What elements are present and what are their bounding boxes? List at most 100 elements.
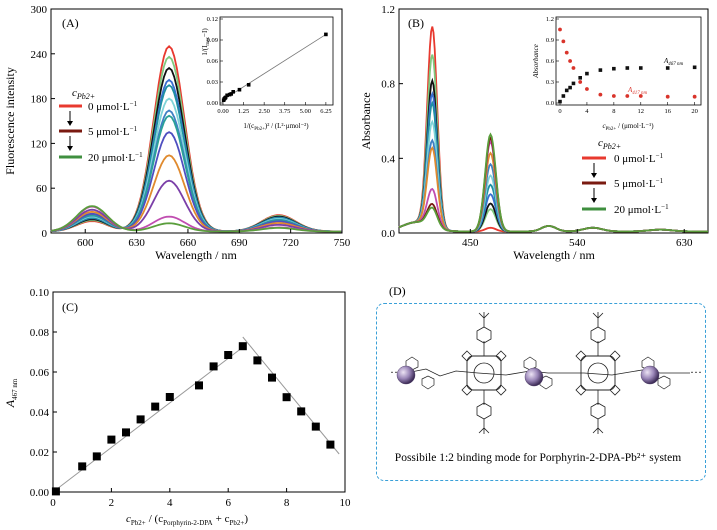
pyrrole-ring (609, 350, 621, 362)
panel-b-inset-point-a417 (692, 94, 697, 99)
panel-b-chart: (B) 450 540 630 0.0 0.4 0.8 1.2 Wavelength / … (360, 4, 709, 262)
panel-b-plot-frame (398, 8, 709, 234)
panel-c-point (311, 422, 320, 431)
panel-a-ytick-label: 120 (31, 138, 48, 150)
panel-d-tag: (D) (389, 284, 406, 298)
panel-a-ylabel: Fluorescence intensity (3, 67, 17, 175)
panel-b-inset-ytick-label: 0.0 (546, 100, 554, 107)
panel-a-legend-title: c (72, 87, 77, 99)
svg-text:cPb2+: cPb2+ (598, 137, 621, 151)
panel-b-inset-point-a417 (571, 66, 576, 70)
panel-a-inset-point (237, 87, 242, 92)
panel-c-point (282, 393, 291, 402)
panel-c-xtick-label: 6 (225, 497, 231, 509)
panel-c-ytick-label: 0.02 (30, 447, 49, 459)
panel-b-inset-point-a417 (585, 87, 589, 91)
pyridyl-ring (523, 356, 537, 371)
panel-b-ytick-label: 0.0 (381, 228, 395, 240)
porphyrin-inner-ring (587, 362, 609, 384)
panel-c-point (165, 393, 174, 401)
panel-c-point (92, 452, 101, 461)
panel-b-inset-point-a417 (568, 59, 572, 63)
panel-a-ytick-label: 300 (31, 4, 48, 16)
panel-b-inset-point-a467 (598, 68, 603, 72)
panel-a-ytick-label: 180 (31, 94, 48, 106)
panel-d-diagram: (D) ··· ··· Possibile 1:2 binding mode fo… (389, 284, 702, 464)
panel-a-plot-frame (50, 8, 343, 234)
panel-c-xlabel: cPb2+ / (cPorphyrin-2-DPA + cPb2+) (126, 513, 248, 527)
panel-c-point (224, 351, 233, 359)
panel-a-xtick-label: 600 (77, 237, 94, 249)
panel-b-inset-series-1-label: A467 nm (663, 57, 684, 67)
panel-c-point (51, 487, 60, 496)
panel-b-inset-point-a467 (665, 66, 670, 70)
panel-a-inset-xtick-label: 6.25 (320, 108, 331, 115)
svg-text:cPb2+: cPb2+ (72, 87, 95, 101)
panel-a-inset-xtick-label: 1.25 (238, 108, 249, 115)
panel-a-inset-ytick-label: 0.06 (207, 58, 219, 65)
pyridyl-ring (421, 375, 435, 390)
panel-c-ylabel: A467 nm (3, 378, 19, 408)
panel-c-point (136, 415, 145, 424)
panel-a-ytick-label: 240 (31, 49, 48, 61)
panel-c-chart: (C) 0 2 4 6 8 10 0.00 0.02 0.04 0.06 0.08 0.10 cPb… (3, 287, 352, 527)
panel-d-frame (376, 303, 706, 481)
panel-c-tag: (C) (62, 300, 78, 314)
panel-b-ytick-label: 1.2 (381, 4, 395, 16)
panel-b-inset-point-a467 (564, 88, 569, 93)
panel-b-inset-point-a417 (578, 80, 583, 84)
porphyrin-inner-ring (473, 362, 495, 384)
panel-b-inset-point-a417 (611, 94, 616, 98)
panel-a-inset-xlabel: 1/(cPb2+)² / (L²·μmol⁻²) (243, 122, 309, 132)
panel-b-inset-point-a467 (558, 99, 562, 104)
aryl-ring (590, 402, 606, 420)
panel-b-inset-point-a417 (625, 94, 630, 98)
panel-a-inset-ylabel: 1/(Imax−I) (201, 28, 211, 56)
panel-b-inset-point-a467 (571, 81, 576, 86)
panel-b-legend-title-sub: Pb2+ (602, 142, 621, 151)
pyrrole-ring (495, 384, 507, 396)
panel-d-caption: Possibile 1:2 binding mode for Porphyrin… (395, 452, 681, 464)
panel-b-inset-point-a467 (692, 65, 697, 70)
panel-b-inset-point-a417 (665, 94, 670, 99)
panel-b-inset-xlabel: cPb2+ / (μmol·L⁻¹) (602, 122, 654, 132)
tert-butyl (478, 419, 490, 434)
panel-c-point (78, 462, 87, 471)
panel-b-tag: (B) (408, 16, 424, 30)
tert-butyl (592, 419, 604, 434)
panel-b-inset-point-a467 (612, 66, 616, 71)
panel-c-point (297, 407, 306, 416)
panel-b-inset-xtick-label: 12 (638, 108, 645, 115)
panel-b-inset-ytick-label: 0.9 (546, 37, 554, 44)
panel-b-inset: 0 4 8 12 16 20 0.0 0.3 0.6 0.9 1.2 A467 nm A417 nm… (532, 16, 702, 132)
panel-a-inset-point (324, 32, 328, 37)
panel-b-inset-xtick-label: 0 (558, 108, 561, 115)
panel-a-legend: cPb2+ 0 μmol·L−1 5 μmol·L−1 20 μmol·L−1 (59, 87, 143, 164)
panel-a-inset-point (229, 92, 234, 96)
panel-a-legend-1: 5 μmol·L−1 (88, 125, 138, 138)
panel-b-spectrum-curve (398, 100, 708, 233)
panel-b-inset-ytick-label: 0.3 (546, 79, 554, 86)
panel-b-inset-xtick-label: 16 (664, 108, 671, 115)
pyrrole-ring (461, 384, 473, 396)
panel-b-inset-xtick-label: 8 (612, 108, 615, 115)
panel-a-ytick-label: 0 (42, 228, 48, 240)
panel-c-point (107, 435, 116, 444)
panel-c-xtick-label: 10 (340, 497, 352, 509)
panel-b-xtick-label: 450 (462, 237, 479, 249)
panel-c-ytick-label: 0.06 (30, 367, 50, 379)
panel-a-inset-point (225, 93, 229, 98)
panel-b-inset-point-a417 (564, 50, 569, 55)
panel-a-inset-xtick-label: 3.75 (279, 108, 290, 115)
panel-a-spectrum-curve (50, 179, 342, 233)
panel-c-point (326, 440, 335, 449)
panel-c-ytick-label: 0.10 (30, 287, 50, 299)
panel-b-inset-point-a467 (638, 66, 643, 70)
panel-b-xtick-label: 630 (676, 237, 693, 249)
panel-b-inset-point-a417 (561, 39, 566, 44)
panel-a-inset-ytick-label: 0.09 (207, 37, 218, 44)
panel-a-spectrum-curve (50, 154, 342, 233)
panel-a-legend-0: 0 μmol·L−1 (88, 100, 138, 113)
panel-a-inset-ytick-label: 0.12 (207, 16, 218, 23)
